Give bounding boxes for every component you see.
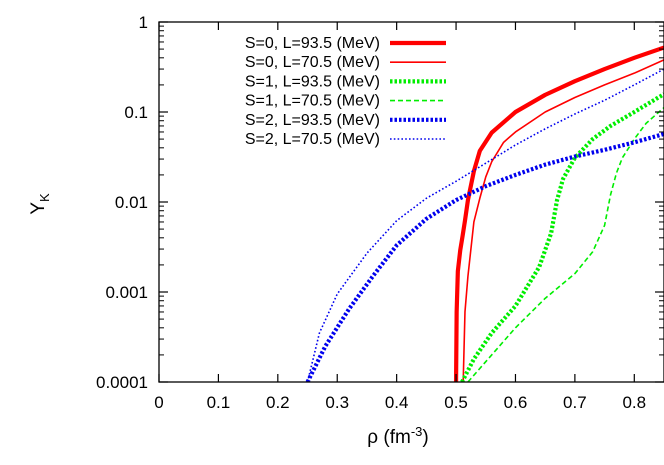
legend-label: S=2, L=93.5 (MeV) (245, 112, 380, 129)
x-tick-label: 0.7 (563, 393, 587, 412)
series-line-s-0-l-70-5-mev (462, 59, 664, 382)
legend-label: S=1, L=93.5 (MeV) (245, 73, 380, 90)
legend-label: S=0, L=93.5 (MeV) (245, 35, 380, 52)
series-line-s-1-l-70-5-mev (467, 106, 664, 382)
x-tick-label: 0.4 (385, 393, 409, 412)
y-tick-label: 0.1 (124, 103, 148, 122)
series-line-s-2-l-93-5-mev (305, 131, 664, 382)
legend-label: S=1, L=70.5 (MeV) (245, 93, 380, 110)
x-axis-title: ρ (fm-3) (367, 424, 428, 448)
x-tick-label: 0 (154, 393, 163, 412)
y-tick-label: 0.01 (115, 193, 148, 212)
series-line-s-0-l-93-5-mev (453, 45, 664, 382)
y-tick-label: 0.0001 (96, 373, 148, 392)
x-tick-label: 0.3 (325, 393, 349, 412)
series-line-s-2-l-70-5-mev (306, 68, 664, 382)
x-tick-label: 0.6 (504, 393, 528, 412)
y-tick-label: 1 (139, 13, 148, 32)
y-tick-label: 0.001 (105, 283, 148, 302)
ticks-layer: 0 0.1 0.2 0.3 0.4 0.5 0.6 0.7 0.8 0.0001 0.001 0.01… (96, 13, 664, 412)
x-tick-label: 0.5 (444, 393, 468, 412)
legend-label: S=0, L=70.5 (MeV) (245, 54, 380, 71)
y-axis-title-sub: K (37, 193, 52, 202)
x-axis-title-sup: -3 (411, 424, 423, 439)
y-axis-title: YK (28, 193, 52, 215)
legend-label: S=2, L=70.5 (MeV) (245, 131, 380, 148)
series-layer (305, 45, 664, 382)
x-axis-title-suffix: ) (422, 427, 428, 448)
series-line-s-1-l-93-5-mev (460, 92, 664, 382)
x-tick-label: 0.1 (207, 393, 231, 412)
x-tick-label: 0.8 (622, 393, 646, 412)
x-tick-label: 0.2 (266, 393, 290, 412)
legend: S=0, L=93.5 (MeV) S=0, L=70.5 (MeV) S=1, L… (245, 35, 446, 148)
